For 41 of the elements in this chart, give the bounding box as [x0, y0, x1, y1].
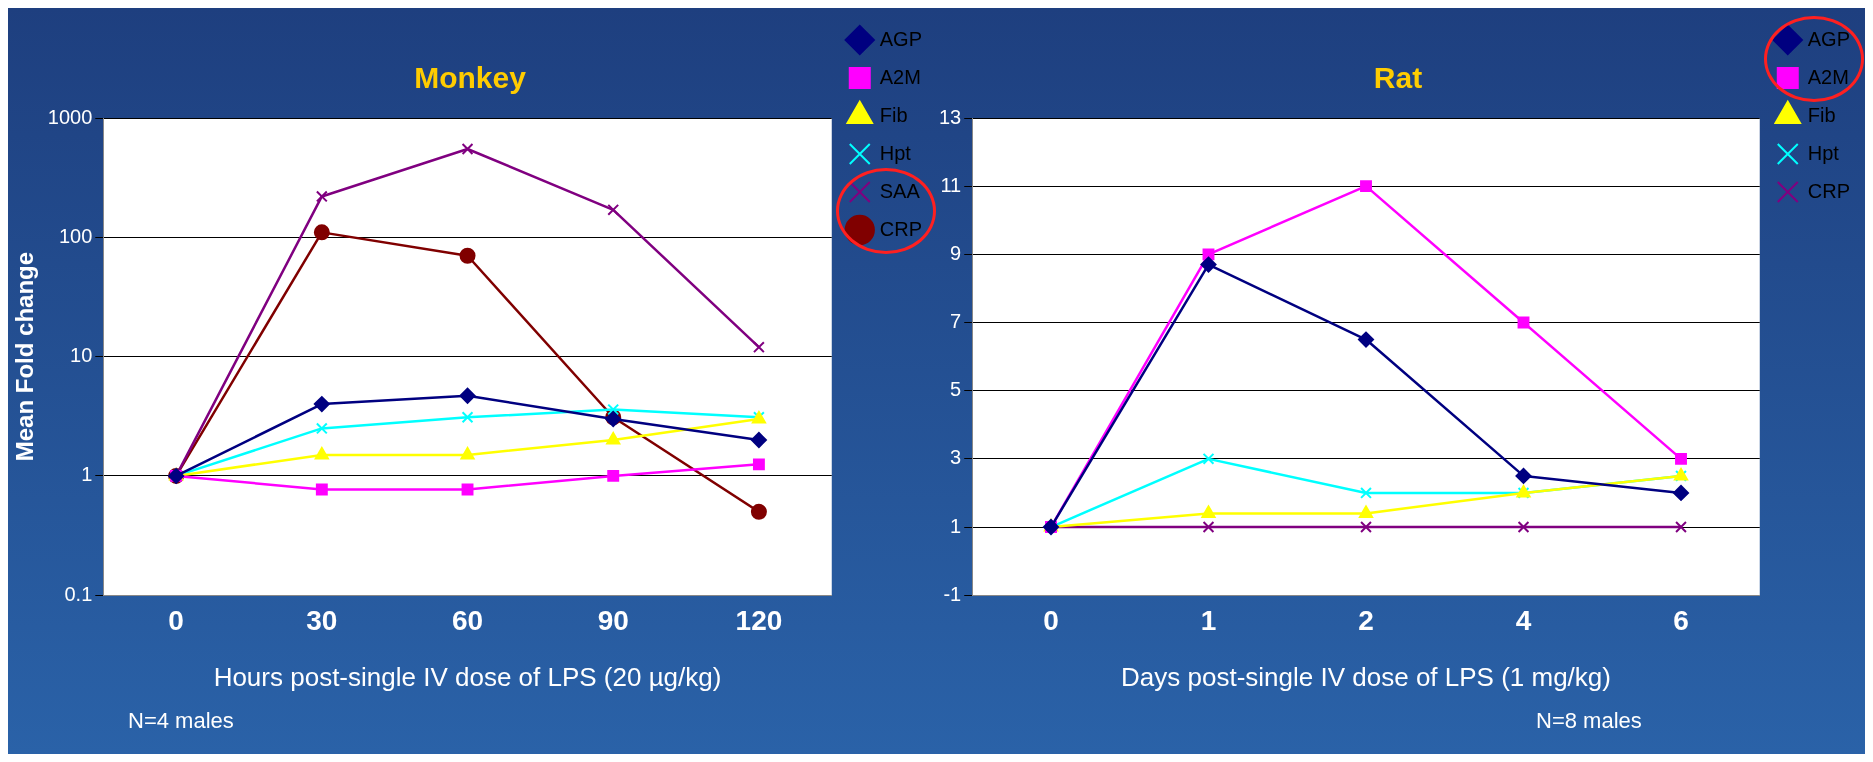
x-tick-label: 4	[1515, 604, 1532, 636]
legend-label: SAA	[879, 179, 921, 202]
chart-title: Monkey	[414, 61, 527, 95]
x-tick-label: 0	[1043, 604, 1059, 636]
y-tick-label: 13	[939, 105, 962, 128]
x-tick-label: 2	[1358, 604, 1374, 636]
y-tick-label: 100	[58, 224, 93, 247]
legend-label: Hpt	[1807, 141, 1840, 164]
chart-title: Rat	[1373, 61, 1423, 95]
legend-label: Fib	[879, 103, 908, 126]
legend-label: Fib	[1807, 103, 1836, 126]
legend-label: AGP	[1807, 27, 1851, 50]
x-tick-label: 60	[451, 604, 484, 636]
x-tick-label: 120	[735, 604, 783, 636]
y-tick-label: 1	[950, 514, 962, 537]
y-tick-label: 7	[950, 310, 962, 333]
y-axis-title: Mean Fold change	[11, 251, 39, 462]
x-tick-label: 90	[597, 604, 629, 636]
y-tick-label: 0.1	[64, 582, 93, 605]
y-tick-label: 11	[940, 173, 962, 196]
legend-label: AGP	[879, 27, 923, 50]
y-tick-label: 5	[950, 378, 962, 401]
legend-label: A2M	[879, 65, 921, 88]
y-tick-label: 1000	[47, 105, 93, 128]
x-axis-title: Days post-single IV dose of LPS (1 mg/kg)	[1121, 661, 1611, 692]
y-tick-label: 1	[81, 463, 93, 486]
legend-label: A2M	[1807, 65, 1849, 88]
text: N=4 males	[128, 708, 234, 734]
y-tick-label: -1	[943, 582, 962, 605]
x-tick-label: 0	[168, 604, 184, 636]
x-tick-label: 6	[1673, 604, 1689, 636]
x-axis-title: Hours post-single IV dose of LPS (20 µg/kg)	[213, 661, 722, 692]
text: N=8 males	[1536, 708, 1642, 734]
y-tick-label: 3	[950, 446, 962, 469]
legend-label: CRP	[1807, 179, 1850, 202]
legend-label: Hpt	[879, 141, 912, 164]
legend-label: CRP	[879, 217, 922, 240]
y-tick-label: 9	[950, 241, 962, 264]
y-tick-label: 10	[70, 344, 93, 367]
x-tick-label: 30	[306, 604, 338, 636]
x-tick-label: 1	[1200, 604, 1217, 636]
